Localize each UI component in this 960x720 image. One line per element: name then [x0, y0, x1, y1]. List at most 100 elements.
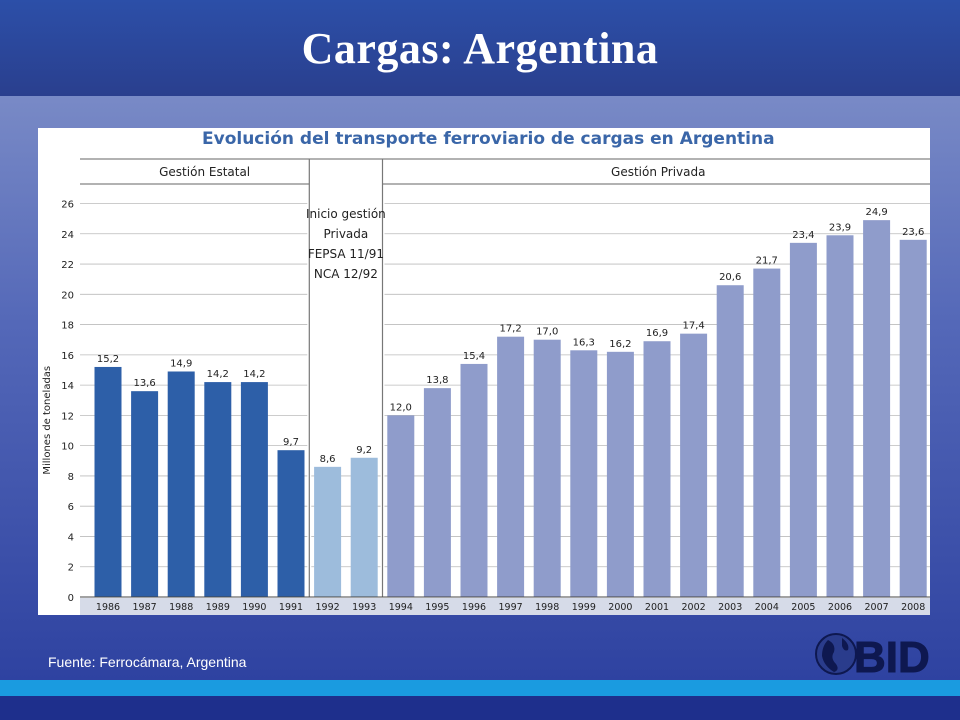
globe-continent-shape	[822, 640, 838, 672]
bar-1991	[277, 450, 305, 597]
bar-1999	[570, 350, 598, 597]
x-tick-label: 2001	[645, 602, 669, 613]
bar-value-label: 16,3	[573, 337, 595, 348]
bar-2005	[789, 242, 817, 597]
y-tick-label: 12	[61, 411, 74, 422]
source-caption: Fuente: Ferrocámara, Argentina	[48, 654, 247, 670]
bar-2004	[753, 268, 781, 597]
y-tick-label: 26	[61, 200, 74, 211]
bar-1988	[167, 371, 195, 597]
y-tick-label: 14	[61, 381, 74, 392]
bar-1996	[460, 363, 488, 597]
x-tick-label: 1998	[535, 602, 559, 613]
y-tick-label: 8	[68, 472, 74, 483]
bar-value-label: 9,2	[356, 445, 372, 456]
annotation-line: NCA 12/92	[314, 267, 378, 281]
y-tick-label: 24	[61, 230, 74, 241]
x-tick-label: 1987	[133, 602, 157, 613]
y-tick-label: 18	[61, 321, 74, 332]
x-tick-label: 2008	[901, 602, 925, 613]
segment-label-privada: Gestión Privada	[611, 165, 705, 179]
bar-value-label: 17,2	[499, 324, 521, 335]
chart-title: Evolución del transporte ferroviario de …	[202, 129, 775, 149]
x-tick-label: 1995	[425, 602, 449, 613]
x-tick-label: 2006	[828, 602, 852, 613]
bar-value-label: 23,4	[792, 230, 814, 241]
bid-logo-text: BID	[854, 633, 930, 678]
bar-2003	[716, 285, 744, 597]
bar-value-label: 15,4	[463, 351, 485, 362]
accent-band	[0, 680, 960, 696]
y-tick-label: 10	[61, 442, 74, 453]
x-tick-label: 1989	[206, 602, 230, 613]
bar-value-label: 24,9	[865, 207, 887, 218]
bar-1994	[387, 415, 415, 597]
annotation-line: Inicio gestión	[306, 207, 386, 221]
bar-1995	[423, 388, 451, 597]
segment-label-estatal: Gestión Estatal	[159, 165, 250, 179]
bar-1987	[131, 391, 159, 597]
bar-value-label: 14,9	[170, 358, 192, 369]
x-tick-label: 1997	[499, 602, 523, 613]
x-tick-label: 2007	[865, 602, 889, 613]
globe-continent-shape-2	[842, 638, 849, 651]
bar-1993	[350, 457, 378, 597]
bar-2000	[606, 351, 634, 597]
y-tick-label: 22	[61, 260, 74, 271]
bar-1998	[533, 339, 561, 597]
bar-value-label: 23,9	[829, 222, 851, 233]
y-tick-label: 20	[61, 290, 74, 301]
bar-1992	[314, 466, 342, 597]
y-tick-label: 0	[68, 593, 74, 604]
slide-title: Cargas: Argentina	[301, 23, 659, 73]
bar-value-label: 17,4	[682, 321, 704, 332]
bar-value-label: 13,6	[133, 378, 155, 389]
x-tick-label: 1993	[352, 602, 376, 613]
bar-value-label: 16,2	[609, 339, 631, 350]
footer-strip	[0, 696, 960, 720]
bar-2002	[680, 333, 708, 597]
y-tick-label: 2	[68, 563, 74, 574]
bar-2006	[826, 235, 854, 597]
bar-2001	[643, 341, 671, 597]
bar-value-label: 14,2	[243, 369, 265, 380]
bar-value-label: 23,6	[902, 227, 924, 238]
bar-value-label: 15,2	[97, 354, 119, 365]
x-tick-label: 1992	[316, 602, 340, 613]
title-bar: Cargas: Argentina	[0, 0, 960, 96]
bar-1989	[204, 382, 232, 597]
bid-logo: BID	[815, 633, 930, 678]
x-tick-label: 1999	[572, 602, 596, 613]
x-tick-label: 1991	[279, 602, 303, 613]
bar-1986	[94, 366, 122, 597]
x-tick-label: 2000	[608, 602, 632, 613]
x-tick-label: 2002	[682, 602, 706, 613]
bar-1990	[240, 382, 268, 597]
x-tick-label: 1988	[169, 602, 193, 613]
bar-value-label: 9,7	[283, 437, 299, 448]
bar-value-label: 17,0	[536, 327, 558, 338]
x-tick-label: 2003	[718, 602, 742, 613]
x-tick-label: 1996	[462, 602, 486, 613]
bar-value-label: 21,7	[756, 256, 778, 267]
x-tick-label: 1990	[242, 602, 266, 613]
category-strip	[80, 598, 930, 615]
bar-2008	[899, 239, 927, 598]
chart-panel: Evolución del transporte ferroviario de …	[38, 128, 930, 615]
y-tick-label: 4	[68, 532, 74, 543]
y-axis-label: Millones de toneladas	[42, 366, 53, 475]
y-tick-label: 6	[68, 502, 74, 513]
bar-2007	[863, 220, 891, 597]
bar-value-label: 13,8	[426, 375, 448, 386]
bar-value-label: 14,2	[207, 369, 229, 380]
x-tick-label: 2005	[791, 602, 815, 613]
annotation-line: Privada	[324, 227, 369, 241]
annotation-line: FEPSA 11/91	[308, 247, 384, 261]
x-tick-label: 2004	[755, 602, 779, 613]
chart-svg: Evolución del transporte ferroviario de …	[42, 129, 930, 615]
bar-value-label: 12,0	[390, 402, 412, 413]
bar-value-label: 16,9	[646, 328, 668, 339]
bar-value-label: 20,6	[719, 272, 741, 283]
bar-value-label: 8,6	[320, 454, 336, 465]
y-tick-label: 16	[61, 351, 74, 362]
